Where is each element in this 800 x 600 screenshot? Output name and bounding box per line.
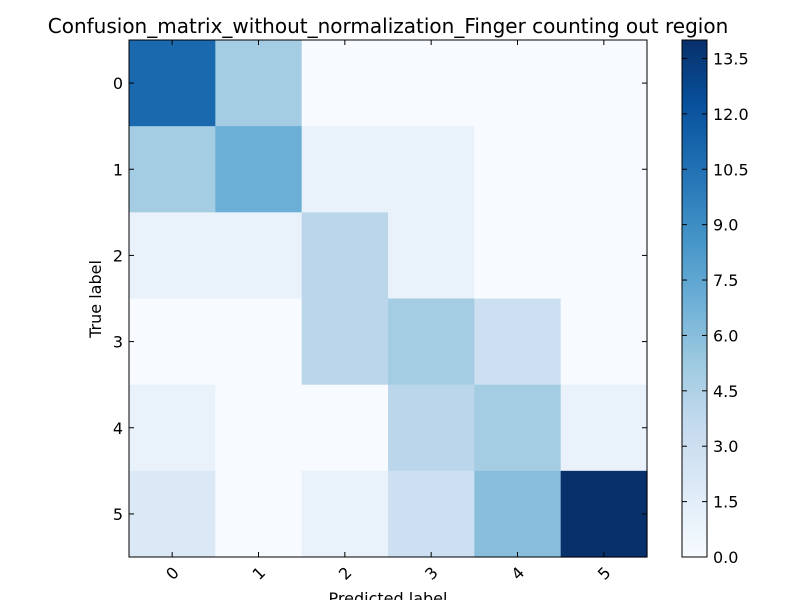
plot-frame — [128, 39, 648, 558]
colorbar — [681, 39, 708, 558]
heatmap-cell — [129, 40, 216, 127]
colorbar-tick-label: 13.5 — [713, 49, 749, 68]
colorbar-tick-label: 1.5 — [713, 493, 738, 512]
colorbar-ticks: 0.0 1.5 3.0 4.5 6.0 7.5 9.0 10.5 12.0 13.5 — [682, 49, 749, 567]
heatmap-cell — [388, 40, 475, 127]
heatmap-cell — [474, 470, 562, 558]
heatmap-cell — [474, 40, 562, 127]
heatmap-cell — [474, 126, 562, 213]
colorbar-tick-label: 6.0 — [713, 326, 738, 345]
heatmap-cell — [301, 126, 389, 213]
heatmap-cell — [388, 212, 475, 300]
heatmap-cell — [215, 384, 303, 472]
heatmap-cell — [129, 470, 216, 558]
y-axis-label: True label — [86, 260, 105, 339]
y-tick-label: 5 — [113, 505, 123, 524]
heatmap-cell — [215, 126, 303, 213]
heatmap-cell — [388, 384, 475, 472]
y-tick-label: 3 — [113, 333, 123, 352]
x-axis-label: Predicted label — [329, 589, 448, 600]
colorbar-tick-label: 9.0 — [713, 216, 738, 235]
heatmap-cell — [560, 212, 648, 300]
colorbar-tick-label: 3.0 — [713, 437, 738, 456]
y-axis-ticks: 0 1 2 3 4 5 — [113, 74, 647, 524]
colorbar-tick-label: 12.0 — [713, 105, 749, 124]
heatmap-cell — [474, 212, 562, 300]
y-tick-label: 4 — [113, 419, 123, 438]
heatmap-cell — [129, 298, 216, 386]
colorbar-tick-label: 0.0 — [713, 548, 738, 567]
heatmap-cell — [215, 212, 303, 300]
heatmap-cell — [560, 384, 648, 472]
heatmap-cell — [301, 212, 389, 300]
heatmap-cell — [301, 298, 389, 386]
heatmap-cell — [129, 126, 216, 213]
heatmap-cell — [301, 384, 389, 472]
x-tick-label: 4 — [508, 563, 529, 584]
heatmap-cell — [301, 40, 389, 127]
heatmap-cell — [388, 126, 475, 213]
colorbar-tick-label: 4.5 — [713, 382, 738, 401]
heatmap-cell — [560, 470, 648, 558]
x-tick-label: 5 — [594, 563, 615, 584]
heatmap-cell — [215, 40, 303, 127]
heatmap-cell — [215, 298, 303, 386]
x-tick-label: 0 — [162, 563, 183, 584]
heatmap-cells — [129, 40, 648, 558]
heatmap-cell — [474, 298, 562, 386]
heatmap-cell — [388, 298, 475, 386]
heatmap-cell — [560, 126, 648, 213]
colorbar-tick-label: 7.5 — [713, 271, 738, 290]
heatmap-cell — [129, 384, 216, 472]
x-tick-label: 3 — [421, 563, 442, 584]
y-tick-label: 1 — [113, 160, 123, 179]
heatmap-cell — [560, 298, 648, 386]
y-tick-label: 2 — [113, 246, 123, 265]
chart-title: Confusion_matrix_without_normalization_F… — [48, 14, 729, 38]
heatmap-cell — [301, 470, 389, 558]
x-tick-label: 2 — [335, 563, 356, 584]
heatmap-cell — [129, 212, 216, 300]
x-tick-label: 1 — [249, 563, 270, 584]
heatmap-cell — [560, 40, 648, 127]
y-tick-label: 0 — [113, 74, 123, 93]
heatmap-cell — [215, 470, 303, 558]
colorbar-tick-label: 10.5 — [713, 160, 749, 179]
heatmap-cell — [388, 470, 475, 558]
heatmap-cell — [474, 384, 562, 472]
